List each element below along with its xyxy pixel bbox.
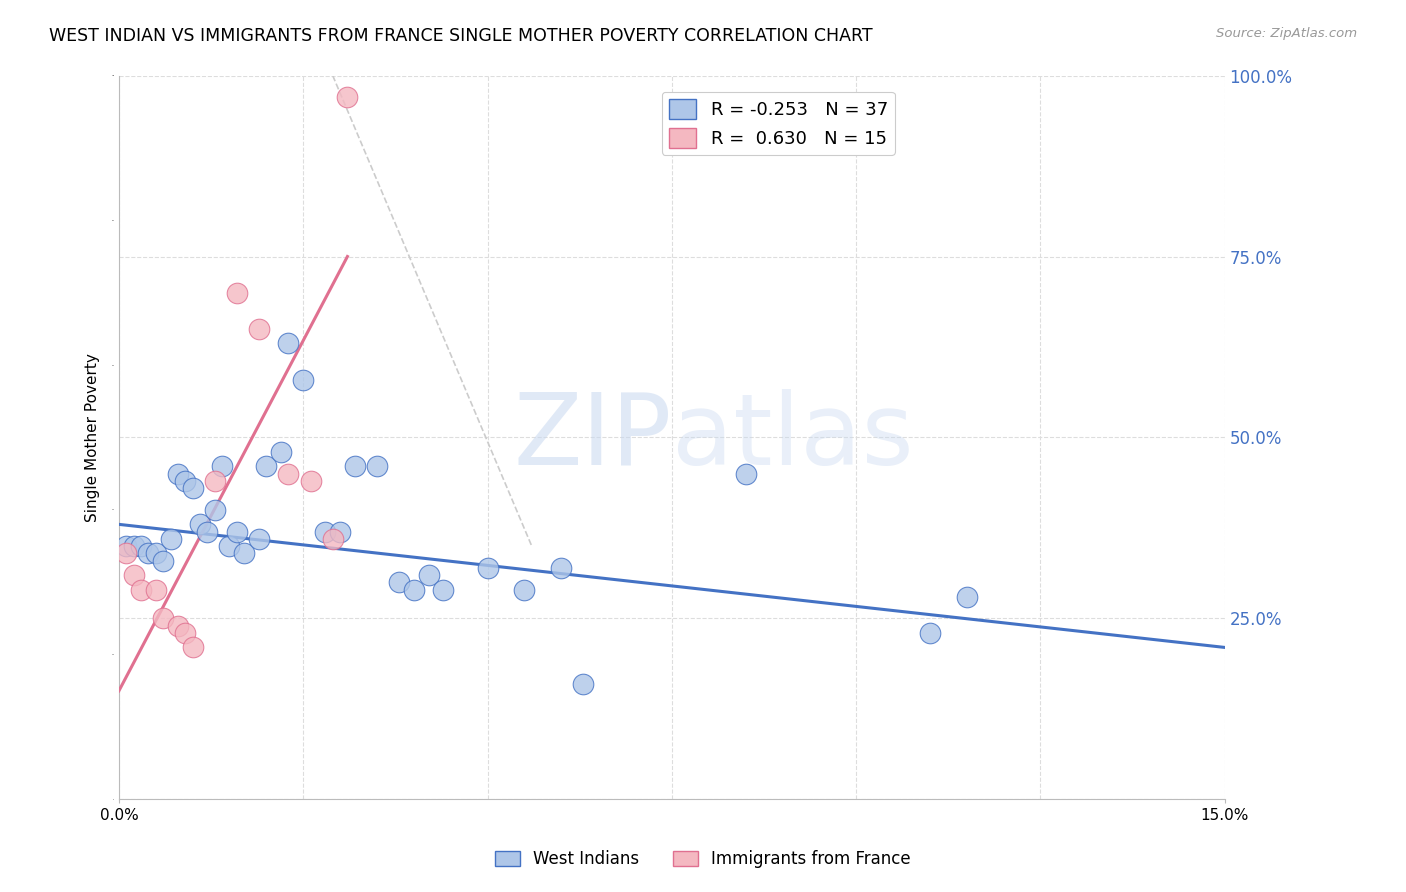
Legend: R = -0.253   N = 37, R =  0.630   N = 15: R = -0.253 N = 37, R = 0.630 N = 15 xyxy=(662,92,896,155)
Point xyxy=(167,467,190,481)
Point xyxy=(122,539,145,553)
Point xyxy=(918,626,941,640)
Point xyxy=(247,322,270,336)
Point xyxy=(129,539,152,553)
Point xyxy=(181,640,204,655)
Text: Source: ZipAtlas.com: Source: ZipAtlas.com xyxy=(1216,27,1357,40)
Point xyxy=(550,561,572,575)
Point xyxy=(956,590,979,604)
Point xyxy=(115,546,138,560)
Point xyxy=(181,481,204,495)
Point xyxy=(204,474,226,488)
Y-axis label: Single Mother Poverty: Single Mother Poverty xyxy=(86,353,100,522)
Point xyxy=(299,474,322,488)
Point xyxy=(388,575,411,590)
Point xyxy=(129,582,152,597)
Point xyxy=(145,582,167,597)
Point xyxy=(277,467,299,481)
Point xyxy=(115,539,138,553)
Point xyxy=(174,474,197,488)
Point xyxy=(322,532,344,546)
Point xyxy=(211,459,233,474)
Point xyxy=(225,524,247,539)
Point xyxy=(167,618,190,632)
Point xyxy=(329,524,352,539)
Point xyxy=(122,568,145,582)
Point xyxy=(247,532,270,546)
Point xyxy=(314,524,336,539)
Point xyxy=(336,90,359,104)
Point xyxy=(292,373,315,387)
Point xyxy=(343,459,366,474)
Point xyxy=(218,539,240,553)
Text: atlas: atlas xyxy=(672,389,914,486)
Point xyxy=(225,285,247,300)
Text: WEST INDIAN VS IMMIGRANTS FROM FRANCE SINGLE MOTHER POVERTY CORRELATION CHART: WEST INDIAN VS IMMIGRANTS FROM FRANCE SI… xyxy=(49,27,873,45)
Point xyxy=(366,459,388,474)
Point xyxy=(152,611,174,625)
Point xyxy=(204,503,226,517)
Point xyxy=(254,459,277,474)
Point xyxy=(402,582,425,597)
Point xyxy=(270,445,292,459)
Point xyxy=(174,626,197,640)
Point xyxy=(277,336,299,351)
Legend: West Indians, Immigrants from France: West Indians, Immigrants from France xyxy=(488,844,918,875)
Point xyxy=(513,582,536,597)
Point xyxy=(477,561,499,575)
Point xyxy=(572,676,595,690)
Point xyxy=(195,524,218,539)
Point xyxy=(418,568,440,582)
Point xyxy=(233,546,256,560)
Text: ZIP: ZIP xyxy=(513,389,672,486)
Point xyxy=(145,546,167,560)
Point xyxy=(159,532,181,546)
Point xyxy=(138,546,160,560)
Point xyxy=(188,517,211,532)
Point xyxy=(432,582,454,597)
Point xyxy=(734,467,756,481)
Point xyxy=(152,553,174,567)
